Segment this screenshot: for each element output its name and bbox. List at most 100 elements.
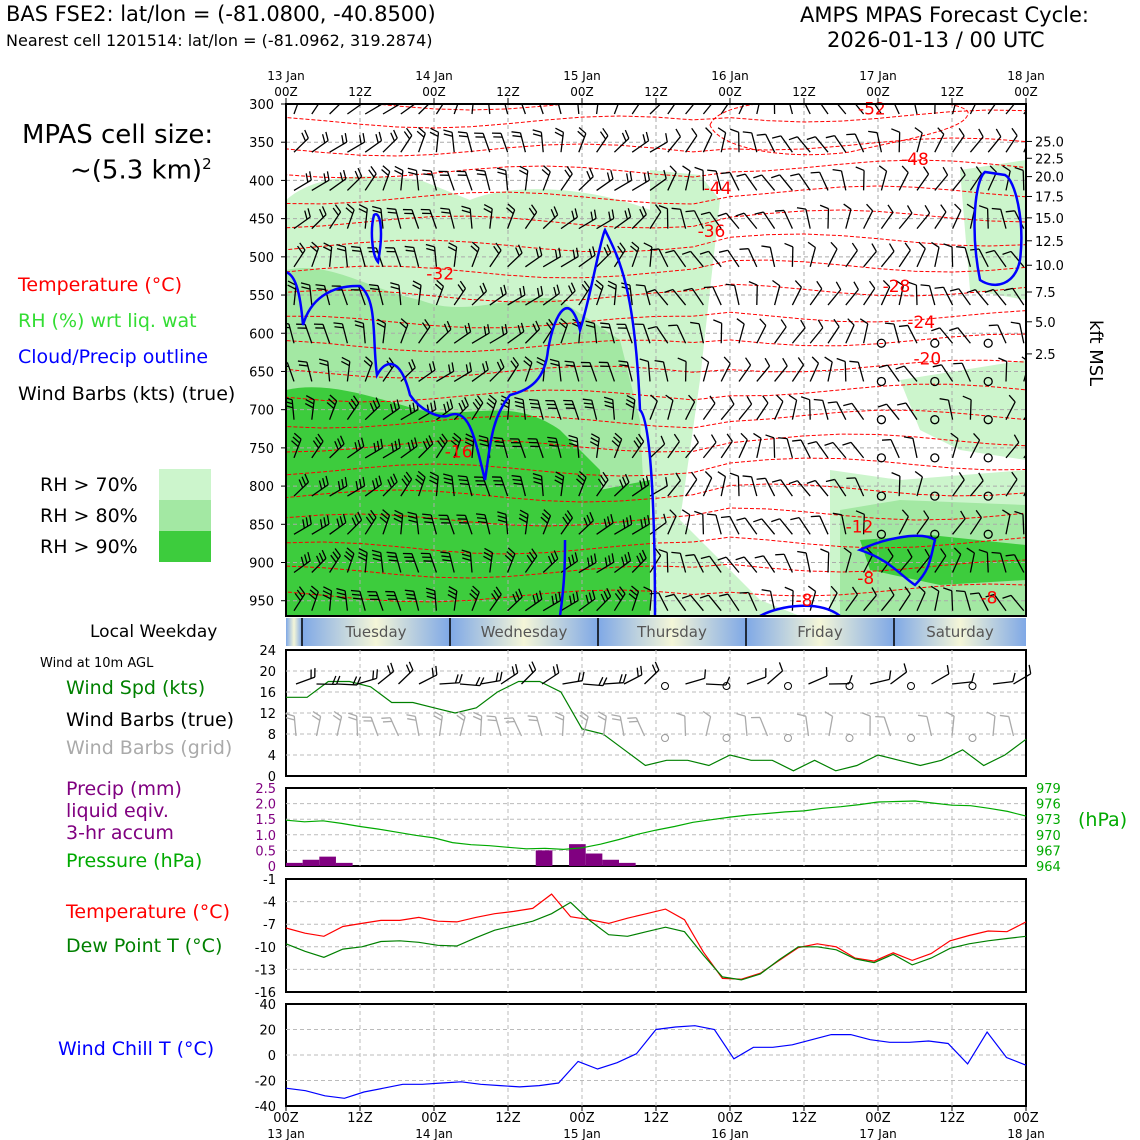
wind-barb — [961, 362, 971, 382]
wind-barb-flag — [367, 513, 375, 522]
wind-barb-flag — [978, 205, 988, 210]
wind-barb — [751, 132, 758, 153]
wind-barb-flag — [399, 95, 401, 104]
cycle-date: 2026-01-13 / 00 UTC — [827, 28, 1045, 52]
wind-barb-flag — [914, 470, 923, 478]
wind-barb — [845, 594, 858, 612]
wind-barb — [649, 443, 666, 459]
wind-barb-flag — [311, 714, 321, 721]
wind-barb — [743, 556, 758, 573]
calm-circle — [983, 453, 993, 463]
wind-barb-flag — [336, 248, 346, 252]
wind-barb-flag — [423, 517, 433, 520]
wind-barb-flag — [294, 593, 302, 602]
wind-barb — [446, 171, 455, 191]
wind-barb-flag — [835, 281, 842, 290]
legend-temperature: Temperature (°C) — [18, 274, 182, 296]
wind-barb-flag — [304, 473, 310, 483]
temp-label: -44 — [704, 179, 732, 199]
wind-barb-flag — [614, 432, 623, 440]
top-tick-hour: 00Z — [866, 85, 890, 99]
precip-bar — [319, 856, 336, 866]
wind-barb-flag — [855, 166, 865, 172]
wind-barb-flag — [493, 589, 500, 598]
calm-circle — [983, 529, 993, 539]
pressure-tick-label: 970 — [1036, 829, 1061, 844]
wind-barb-flag — [1011, 471, 1018, 480]
wind-barb-flag — [807, 585, 816, 592]
wind-barb-flag — [372, 553, 382, 558]
wind-barb-flag — [617, 245, 624, 254]
wind-barb — [734, 285, 740, 306]
wind-barb-flag — [906, 548, 913, 558]
wind-barb-flag — [362, 476, 366, 486]
wind-barb-flag — [301, 476, 307, 486]
wind-barb-flag — [568, 442, 578, 447]
wind-barb-flag — [712, 91, 716, 99]
wind-barb-flag — [305, 173, 309, 183]
wind-barb-flag — [676, 712, 686, 717]
wind-barb — [942, 286, 954, 306]
calm-circle-grid — [722, 734, 731, 742]
wind-barb-flag — [624, 129, 630, 139]
wind-barb-flag — [626, 395, 636, 401]
wind-barb-flag — [461, 553, 471, 558]
wind-barb — [774, 401, 784, 420]
wind-barb-flag — [693, 434, 699, 443]
wind-barb-flag — [391, 442, 394, 452]
wind-barb-flag — [315, 436, 322, 446]
wind-barb-flag — [554, 479, 563, 485]
wind-barb-flag — [394, 440, 398, 450]
wind-barb-flag — [764, 357, 771, 367]
wind-barb-flag — [535, 248, 540, 258]
wind-barb — [916, 476, 924, 497]
wind-barb-flag — [718, 249, 728, 253]
wind-barb-flag — [1028, 664, 1032, 674]
wind-barb-flag — [519, 509, 529, 516]
wind-barb-flag — [388, 559, 398, 562]
wind-barb-flag — [321, 206, 327, 215]
wind-barb-flag — [332, 714, 342, 721]
y-tick-label: 750 — [249, 442, 274, 457]
wind-barb-flag — [344, 476, 348, 487]
wind-barb-flag — [533, 481, 543, 485]
wind-barb-flag — [654, 204, 662, 213]
wind-barb-flag — [308, 593, 317, 600]
wind-barb-flag — [633, 440, 640, 449]
wind-barb-flag — [339, 172, 344, 182]
wind-barb-flag — [700, 211, 710, 216]
calm-circle — [930, 415, 940, 425]
wind-barb-flag — [761, 589, 771, 592]
wind-barb-flag — [725, 283, 735, 287]
wind-barb-flag — [553, 286, 557, 296]
wind-barb-flag — [613, 93, 620, 99]
wind-barb-flag — [425, 438, 431, 447]
wind-barb — [952, 135, 965, 153]
wind-barb-flag — [608, 211, 611, 221]
wind-barb-flag — [807, 241, 816, 249]
wind-barb-flag — [353, 597, 363, 600]
wind-barb — [791, 364, 805, 382]
wind-barb-flag — [690, 471, 698, 480]
wind-barb-flag — [341, 135, 345, 145]
weekday-band — [286, 618, 302, 646]
wind-barb-flag — [504, 717, 514, 720]
wind-barb — [762, 211, 776, 229]
wind-barb-flag — [663, 513, 667, 523]
wind-barb-flag — [322, 246, 332, 252]
wind-barb — [400, 135, 413, 153]
wind-barb-flag — [461, 549, 471, 554]
wind-barb-flag — [792, 439, 802, 442]
wind-barb — [986, 552, 989, 573]
wind-barb-flag — [566, 510, 574, 519]
wind-barb-flag — [881, 438, 892, 441]
wind-barb — [916, 212, 931, 230]
top-tick-date: 14 Jan — [415, 69, 453, 83]
wind-barb-flag — [550, 209, 556, 218]
wind-barb-flag — [851, 242, 858, 251]
wind-barb — [644, 669, 660, 685]
wind-barb — [934, 590, 940, 611]
wind-barb-flag — [753, 518, 763, 523]
wind-barb-flag — [369, 402, 375, 412]
